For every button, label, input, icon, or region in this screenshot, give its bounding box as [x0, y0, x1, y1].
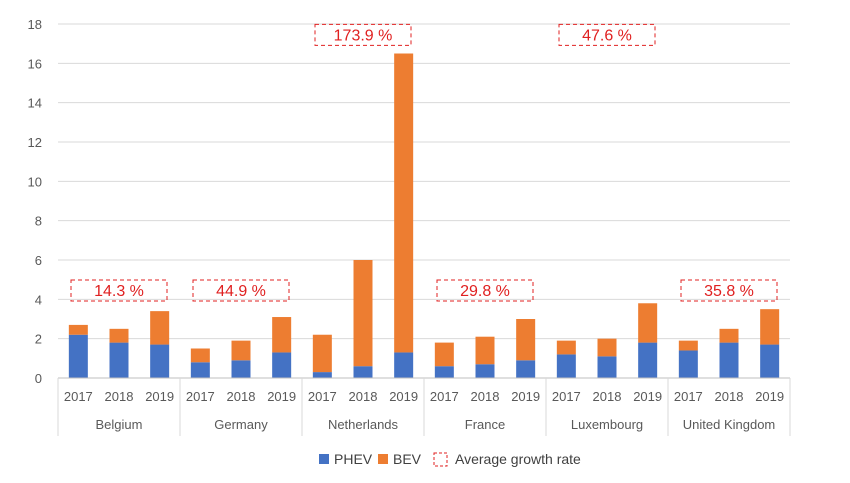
- bar-bev: [394, 53, 414, 353]
- bar-phev: [719, 342, 739, 378]
- bar-bev: [678, 340, 698, 351]
- growth-rate-box: [192, 279, 290, 302]
- bar-bev: [516, 319, 536, 361]
- x-tick-year: 2018: [471, 389, 500, 404]
- bar-phev: [272, 352, 292, 378]
- growth-rate-label: 29.8 %: [460, 283, 510, 300]
- legend: PHEV BEV Average growth rate: [319, 451, 581, 467]
- x-tick-year: 2018: [349, 389, 378, 404]
- bar-bev: [597, 338, 617, 357]
- legend-label-growth: Average growth rate: [455, 451, 581, 467]
- x-tick-year: 2019: [267, 389, 296, 404]
- growth-rate-label: 14.3 %: [94, 283, 144, 300]
- bar-phev: [597, 356, 617, 378]
- x-group-label: Luxembourg: [571, 417, 643, 432]
- bar-phev: [475, 364, 495, 378]
- bars: [68, 53, 780, 378]
- x-tick-year: 2018: [715, 389, 744, 404]
- bar-phev: [68, 334, 88, 378]
- bar-phev: [394, 352, 414, 378]
- legend-swatch-phev: [319, 454, 329, 464]
- x-tick-year: 2017: [674, 389, 703, 404]
- y-tick-label: 18: [28, 17, 42, 32]
- bar-phev: [353, 366, 373, 378]
- bar-phev: [434, 366, 454, 378]
- growth-rate-box: [680, 279, 778, 302]
- growth-rate-box: [558, 23, 656, 46]
- x-tick-year: 2017: [552, 389, 581, 404]
- bar-bev: [312, 334, 332, 373]
- bar-phev: [516, 360, 536, 378]
- bar-phev: [760, 344, 780, 378]
- bar-bev: [475, 336, 495, 365]
- x-group-label: France: [465, 417, 505, 432]
- x-tick-year: 2018: [105, 389, 134, 404]
- y-tick-label: 10: [28, 174, 42, 189]
- y-tick-label: 8: [35, 214, 42, 229]
- bar-bev: [760, 309, 780, 345]
- grid-lines: [58, 23, 790, 340]
- growth-rate-label: 44.9 %: [216, 283, 266, 300]
- bar-bev: [150, 311, 170, 345]
- x-group-label: Germany: [214, 417, 268, 432]
- x-tick-year: 2019: [633, 389, 662, 404]
- x-group-label: Netherlands: [328, 417, 399, 432]
- y-tick-label: 12: [28, 135, 42, 150]
- legend-label-phev: PHEV: [334, 451, 373, 467]
- bar-bev: [353, 260, 373, 367]
- x-tick-year: 2018: [593, 389, 622, 404]
- legend-label-bev: BEV: [393, 451, 422, 467]
- x-tick-year: 2019: [389, 389, 418, 404]
- bar-bev: [68, 324, 88, 335]
- bar-phev: [312, 372, 332, 378]
- x-tick-year: 2017: [186, 389, 215, 404]
- growth-rate-box: [70, 279, 168, 302]
- y-tick-label: 2: [35, 332, 42, 347]
- growth-rate-label: 35.8 %: [704, 283, 754, 300]
- bar-bev: [556, 340, 576, 355]
- bar-bev: [272, 317, 292, 353]
- bar-phev: [190, 362, 210, 378]
- growth-rate-label: 173.9 %: [334, 27, 393, 44]
- x-tick-year: 2019: [755, 389, 784, 404]
- y-tick-label: 4: [35, 292, 42, 307]
- y-tick-label: 6: [35, 253, 42, 268]
- x-tick-year: 2019: [511, 389, 540, 404]
- bar-phev: [109, 342, 129, 378]
- bar-bev: [190, 348, 210, 363]
- growth-rate-label: 47.6 %: [582, 27, 632, 44]
- bar-bev: [231, 340, 251, 361]
- x-tick-year: 2017: [308, 389, 337, 404]
- growth-rate-boxes: 14.3 % 44.9 % 173.9 % 29.8 % 47.6 % 35.8 %: [70, 23, 778, 302]
- growth-rate-box: [314, 23, 412, 46]
- bar-phev: [556, 354, 576, 378]
- x-tick-year: 2017: [64, 389, 93, 404]
- bar-phev: [150, 344, 170, 378]
- y-tick-label: 0: [35, 371, 42, 386]
- bar-bev: [719, 328, 739, 343]
- x-tick-year: 2019: [145, 389, 174, 404]
- bar-bev: [638, 303, 658, 343]
- legend-swatch-bev: [378, 454, 388, 464]
- y-axis-ticks: 0 2 4 6 8 10 12 14 16 18: [28, 17, 42, 386]
- bar-phev: [678, 350, 698, 378]
- growth-rate-box: [436, 279, 534, 302]
- x-group-label: United Kingdom: [683, 417, 776, 432]
- legend-swatch-growth: [433, 452, 448, 467]
- y-tick-label: 14: [28, 96, 42, 111]
- y-tick-label: 16: [28, 56, 42, 71]
- x-tick-year: 2017: [430, 389, 459, 404]
- bar-bev: [109, 328, 129, 343]
- bar-bev: [434, 342, 454, 367]
- bar-phev: [638, 342, 658, 378]
- bar-phev: [231, 360, 251, 378]
- x-tick-year: 2018: [227, 389, 256, 404]
- x-group-label: Belgium: [96, 417, 143, 432]
